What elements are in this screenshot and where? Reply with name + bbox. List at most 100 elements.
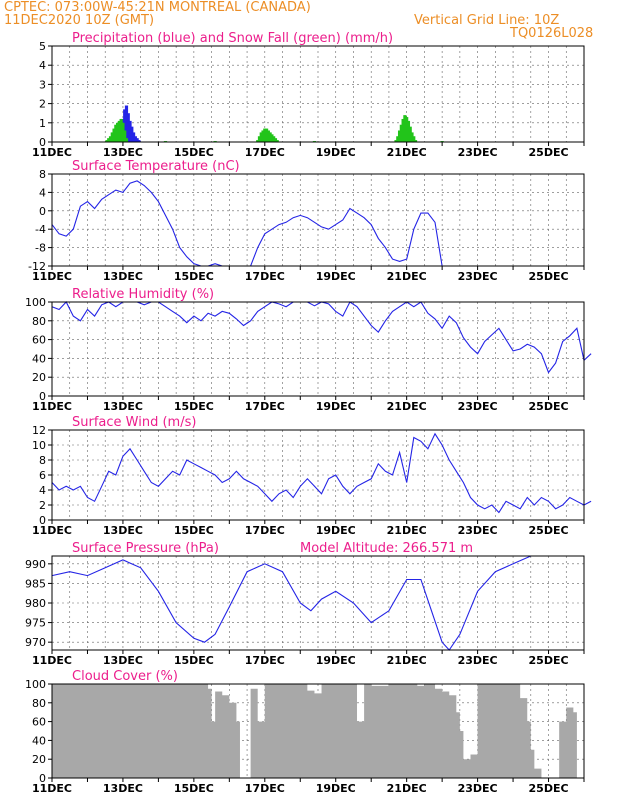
- pressure-title: Surface Pressure (hPa): [72, 541, 219, 556]
- precip-bar-green: [401, 118, 405, 142]
- cloud-xtick-label: 23DEC: [458, 782, 498, 795]
- precip-xtick-label: 25DEC: [529, 146, 569, 159]
- cloud-xtick-label: 21DEC: [387, 782, 427, 795]
- precip-bar-green: [121, 122, 125, 142]
- precip-bar-green: [264, 128, 269, 142]
- precip-ytick-label: 5: [39, 40, 46, 53]
- cloud-frame: [51, 683, 585, 779]
- wind-ytick-label: 12: [32, 424, 46, 437]
- precip-bar-green: [107, 138, 111, 142]
- cloud-xtick-label: 19DEC: [316, 782, 356, 795]
- temp-ytick-label: 8: [39, 168, 46, 181]
- rh-ytick-label: 40: [32, 352, 46, 365]
- precip-xtick-label: 13DEC: [103, 146, 143, 159]
- precip-bar-blue: [130, 126, 134, 142]
- temp-ytick-label: -8: [35, 242, 46, 255]
- precip-bar-blue: [133, 136, 137, 142]
- temp-xtick-label: 11DEC: [32, 270, 72, 283]
- precip-bar-green: [394, 140, 398, 142]
- temp-xtick-label: 13DEC: [103, 270, 143, 283]
- rh-title: Relative Humidity (%): [72, 287, 214, 302]
- temp-line: [51, 180, 446, 267]
- precip-bar-green: [124, 138, 129, 142]
- rh-xtick-label: 19DEC: [316, 400, 356, 413]
- temp-xtick-label: 21DEC: [387, 270, 427, 283]
- precip-bar-green: [272, 136, 276, 142]
- cloud-xtick-label: 11DEC: [32, 782, 72, 795]
- temp-xtick-label: 19DEC: [316, 270, 356, 283]
- temp-ytick-label: -4: [35, 223, 46, 236]
- precip-bar-green: [268, 132, 272, 142]
- precip-bar-green: [273, 138, 278, 142]
- wind-ytick-label: 6: [39, 469, 46, 482]
- temp-xtick-label: 23DEC: [458, 270, 498, 283]
- precip-bar-green: [408, 126, 412, 142]
- precip-bar-blue: [131, 132, 136, 142]
- wind-xtick-label: 25DEC: [529, 524, 569, 537]
- wind-xtick-label: 19DEC: [316, 524, 356, 537]
- rh-ytick-label: 80: [32, 315, 46, 328]
- wind-ytick-label: 0: [39, 514, 46, 527]
- pressure-line: [51, 555, 549, 651]
- cloud-ytick-label: 20: [32, 753, 46, 766]
- rh-xtick-label: 17DEC: [245, 400, 285, 413]
- precip-bar-green: [257, 136, 262, 142]
- pressure-annotation: Model Altitude: 266.571 m: [300, 541, 473, 556]
- precip-bar-green: [117, 120, 121, 142]
- pressure-xtick-label: 21DEC: [387, 654, 427, 667]
- pressure-xtick-label: 11DEC: [32, 654, 72, 667]
- precip-bar-green: [275, 140, 279, 142]
- precip-xtick-label: 11DEC: [32, 146, 72, 159]
- precip-bar-green: [405, 117, 409, 142]
- precip-bar-green: [108, 136, 113, 142]
- pressure-ytick-label: 990: [25, 558, 46, 571]
- rh-ytick-label: 60: [32, 334, 46, 347]
- cloud-ytick-label: 40: [32, 734, 46, 747]
- precip-xtick-label: 19DEC: [316, 146, 356, 159]
- rh-xtick-label: 23DEC: [458, 400, 498, 413]
- precip-ytick-label: 1: [39, 117, 46, 130]
- precip-bar-green: [396, 136, 400, 142]
- precip-ytick-label: 3: [39, 78, 46, 91]
- precip-bar-green: [410, 132, 414, 142]
- wind-ytick-label: 2: [39, 499, 46, 512]
- precip-bar-green: [413, 140, 418, 142]
- cloud-title: Cloud Cover (%): [72, 669, 178, 684]
- rh-xtick-label: 15DEC: [174, 400, 214, 413]
- precip-xtick-label: 21DEC: [387, 146, 427, 159]
- wind-title: Surface Wind (m/s): [72, 415, 196, 430]
- precip-xtick-label: 17DEC: [245, 146, 285, 159]
- precip-bar-blue: [123, 109, 127, 142]
- precip-bar-blue: [124, 105, 129, 142]
- wind-xtick-label: 15DEC: [174, 524, 214, 537]
- pressure-xtick-label: 15DEC: [174, 654, 214, 667]
- precip-bar-green: [105, 140, 109, 142]
- precip-bar-blue: [135, 138, 139, 142]
- rh-frame: [51, 301, 585, 397]
- cloud-xtick-label: 25DEC: [529, 782, 569, 795]
- cloud-xtick-label: 17DEC: [245, 782, 285, 795]
- temp-xtick-label: 15DEC: [174, 270, 214, 283]
- rh-xtick-label: 25DEC: [529, 400, 569, 413]
- wind-ytick-label: 10: [32, 439, 46, 452]
- wind-xtick-label: 21DEC: [387, 524, 427, 537]
- temp-ytick-label: -12: [28, 260, 46, 273]
- precip-bar-green: [261, 130, 265, 142]
- rh-xtick-label: 21DEC: [387, 400, 427, 413]
- rh-ytick-label: 100: [25, 296, 46, 309]
- wind-xtick-label: 13DEC: [103, 524, 143, 537]
- precip-title: Precipitation (blue) and Snow Fall (gree…: [72, 31, 393, 46]
- precip-xtick-label: 15DEC: [174, 146, 214, 159]
- precip-bar-blue: [128, 120, 132, 142]
- wind-line: [51, 432, 592, 514]
- precip-bar-green: [123, 130, 127, 142]
- precip-ytick-label: 4: [39, 59, 46, 72]
- header-station: CPTEC: 073:00W-45:21N MONTREAL (CANADA): [4, 0, 311, 15]
- precip-bar-green: [397, 130, 402, 142]
- cloud-ytick-label: 0: [39, 772, 46, 785]
- precip-bar-green: [403, 115, 407, 142]
- pressure-xtick-label: 25DEC: [529, 654, 569, 667]
- temp-title: Surface Temperature (nC): [72, 159, 240, 174]
- pressure-ytick-label: 980: [25, 597, 46, 610]
